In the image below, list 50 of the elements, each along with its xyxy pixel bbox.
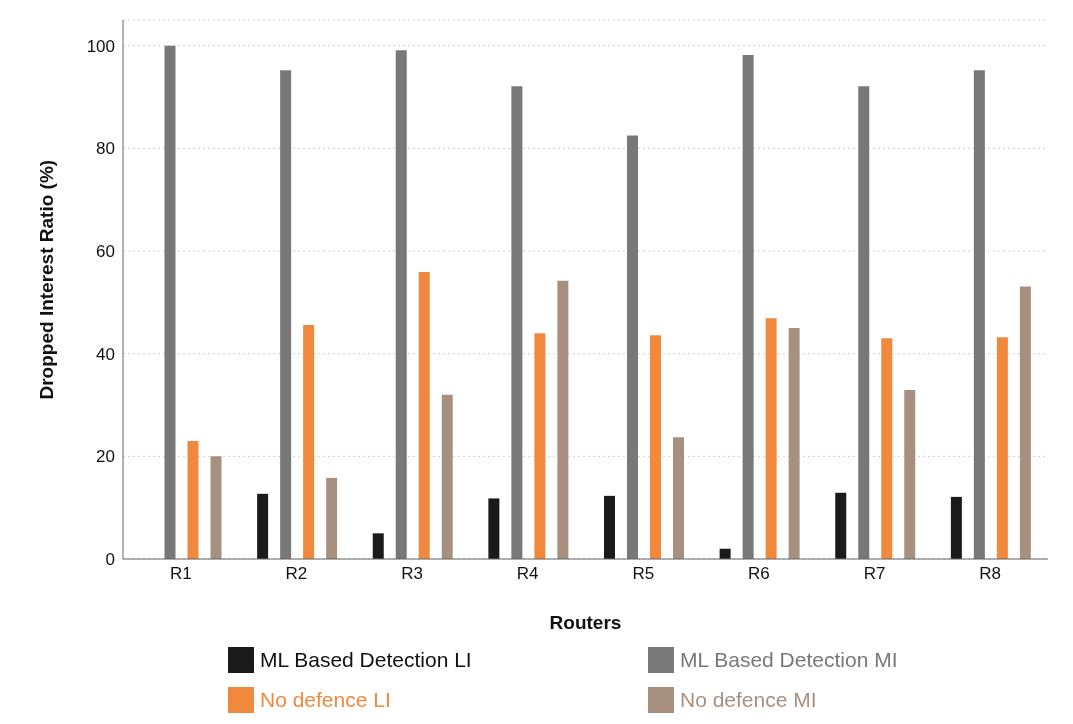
bar — [627, 135, 638, 559]
bar — [858, 86, 870, 559]
bar — [164, 45, 176, 559]
bar — [557, 280, 569, 559]
bar — [788, 328, 800, 559]
x-tick-label: R5 — [632, 564, 655, 584]
bar — [742, 54, 754, 559]
bar — [1019, 286, 1031, 559]
x-axis-title: Routers — [549, 612, 622, 633]
bar — [650, 335, 661, 559]
bar — [280, 70, 292, 559]
y-tick-label: 40 — [96, 344, 115, 364]
bar — [673, 437, 684, 559]
bar — [418, 272, 430, 559]
y-tick-label: 0 — [105, 550, 115, 570]
bar — [257, 493, 269, 559]
y-axis-title: Dropped Interest Ratio (%) — [35, 159, 57, 400]
legend-label: No defence MI — [680, 688, 817, 712]
x-tick-label: R8 — [979, 564, 1002, 584]
x-tick-label: R4 — [516, 564, 539, 584]
y-tick-label: 80 — [96, 139, 115, 159]
bar — [973, 70, 985, 559]
bar — [511, 86, 523, 559]
bar — [835, 492, 847, 559]
legend-label: ML Based Detection MI — [680, 648, 898, 672]
legend-label: ML Based Detection LI — [260, 648, 472, 672]
bar — [187, 440, 199, 559]
y-tick-label: 60 — [96, 242, 115, 262]
bar — [904, 390, 916, 559]
x-tick-label: R7 — [863, 564, 886, 584]
x-tick-label: R2 — [285, 564, 308, 584]
y-tick-label: 100 — [86, 36, 115, 56]
bar — [210, 456, 222, 559]
legend-label: No defence LI — [260, 688, 391, 712]
x-tick-label: R3 — [401, 564, 423, 584]
bar — [765, 318, 777, 559]
bar — [604, 495, 615, 559]
bar — [441, 394, 453, 559]
bar — [372, 533, 384, 559]
bar — [395, 50, 407, 559]
bar — [950, 496, 962, 559]
bar — [996, 337, 1008, 559]
x-tick-label: R6 — [748, 564, 770, 584]
bar — [534, 333, 546, 559]
x-tick-label: R1 — [169, 564, 192, 584]
bar — [488, 498, 500, 559]
bar — [303, 324, 315, 559]
bar — [326, 477, 338, 559]
y-tick-label: 20 — [96, 447, 115, 467]
bar — [881, 338, 893, 559]
